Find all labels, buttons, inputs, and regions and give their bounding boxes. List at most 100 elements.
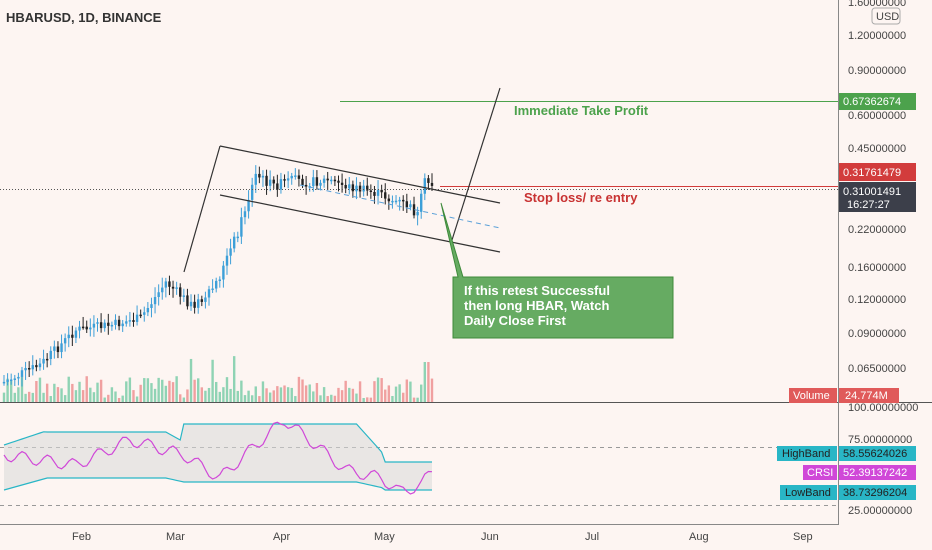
low-band-name-bg (780, 485, 837, 500)
flagpole-line[interactable] (183, 145, 221, 273)
crsi-label: CRSI (807, 467, 833, 479)
candle-body (387, 198, 391, 202)
price-pane[interactable] (0, 0, 838, 402)
projection-line[interactable] (451, 87, 501, 241)
candle-body (204, 297, 207, 302)
volume-bar (261, 381, 265, 402)
oscillator-axis[interactable]: 100.00000000 75.00000000 25.00000000 (848, 402, 918, 517)
price-tick: 0.22000000 (848, 224, 906, 236)
candle-body (78, 326, 81, 331)
candle-body (31, 365, 34, 370)
candle-body (99, 322, 103, 329)
candle-body (405, 201, 409, 208)
stop-loss-annotation[interactable]: Stop loss/ re entry (524, 190, 638, 205)
volume-bar (139, 384, 142, 402)
candle-body (143, 312, 146, 315)
stop-loss-tag-bg (839, 163, 916, 181)
candle-body (362, 185, 365, 192)
candle-body (63, 338, 67, 344)
price-tick: 0.12000000 (848, 294, 906, 306)
volume-bar (128, 377, 132, 402)
candle-body (200, 299, 204, 302)
volume-bar (304, 385, 308, 402)
volume-bar (297, 376, 301, 402)
volume-bar (146, 378, 150, 402)
candle-body (211, 288, 214, 291)
symbol-title[interactable]: HBARUSD, 1D, BINANCE (6, 10, 162, 25)
callout-line-3: Daily Close First (464, 313, 567, 328)
candle-body (218, 279, 221, 282)
candle-body (330, 179, 333, 182)
channel-upper-line[interactable] (219, 145, 501, 204)
price-tick: 0.06500000 (848, 363, 906, 375)
candle-body (376, 189, 380, 196)
candle-body (56, 346, 60, 353)
candle-body (373, 191, 376, 196)
volume-bar (204, 390, 207, 402)
volume-bar (333, 395, 337, 402)
channel-lower-line[interactable] (219, 194, 501, 253)
candle-body (71, 334, 74, 338)
crsi-value-bg (839, 465, 916, 480)
candle-body (290, 175, 293, 179)
volume-bar (340, 390, 344, 402)
volume-bar (215, 381, 218, 402)
volume-bar (380, 378, 383, 402)
volume-bar (322, 387, 326, 402)
candle-body (423, 178, 427, 194)
volume-bar (81, 390, 85, 402)
volume-bar (56, 387, 60, 402)
callout-line-1: If this retest Successful (464, 283, 610, 298)
price-axis[interactable]: 1.60000000 1.20000000 0.90000000 0.60000… (848, 0, 906, 375)
candle-body (150, 304, 153, 308)
currency-button[interactable]: USD (871, 7, 901, 25)
volume-bar (24, 393, 27, 402)
candle-body (49, 350, 52, 360)
crsi-name-bg (803, 465, 837, 480)
callout-note[interactable]: If this retest Successful then long HBAR… (440, 202, 674, 339)
time-axis[interactable]: Feb Mar Apr May Jun Jul Aug Sep (72, 531, 813, 543)
last-price-tag: 0.31001491 16:27:27 (839, 182, 916, 212)
volume-bar (103, 397, 106, 402)
volume-bar (161, 379, 164, 402)
volume-bar (391, 395, 394, 402)
volume-bar (369, 397, 373, 402)
candle-body (420, 193, 423, 212)
candle-body (402, 199, 405, 202)
callout-shape[interactable] (440, 202, 674, 339)
candle-body (215, 280, 218, 289)
candle-body (92, 323, 96, 328)
currency-button-frame[interactable] (871, 7, 901, 25)
bar-countdown: 16:27:27 (847, 199, 890, 211)
currency-label: USD (876, 11, 899, 23)
trend-drawings[interactable] (183, 87, 501, 273)
oscillator-tick: 75.00000000 (848, 434, 912, 446)
candle-body (337, 180, 340, 183)
candle-body (45, 358, 49, 361)
volume-bar (268, 392, 272, 402)
volume-bar (35, 380, 38, 402)
candle-body (35, 365, 38, 368)
volume-bar (168, 380, 171, 402)
candle-body (236, 236, 239, 239)
volume-bar (258, 396, 261, 402)
candle-body (207, 289, 211, 298)
volume-value-bg (839, 388, 899, 403)
candle-body (268, 179, 272, 186)
high-band-label: HighBand (782, 448, 830, 460)
candle-body (186, 295, 189, 307)
price-tick: 0.45000000 (848, 143, 906, 155)
volume-bar (99, 379, 103, 402)
volume-bar (207, 387, 211, 402)
candle-body (85, 326, 88, 330)
high-band-line (3, 423, 432, 463)
price-tick: 0.09000000 (848, 328, 906, 340)
candle-body (81, 326, 85, 329)
take-profit-annotation[interactable]: Immediate Take Profit (514, 103, 649, 118)
candle-body (265, 175, 268, 186)
crsi-value: 52.39137242 (843, 467, 907, 479)
oscillator-tick: 25.00000000 (848, 505, 912, 517)
volume-bar (20, 376, 24, 402)
